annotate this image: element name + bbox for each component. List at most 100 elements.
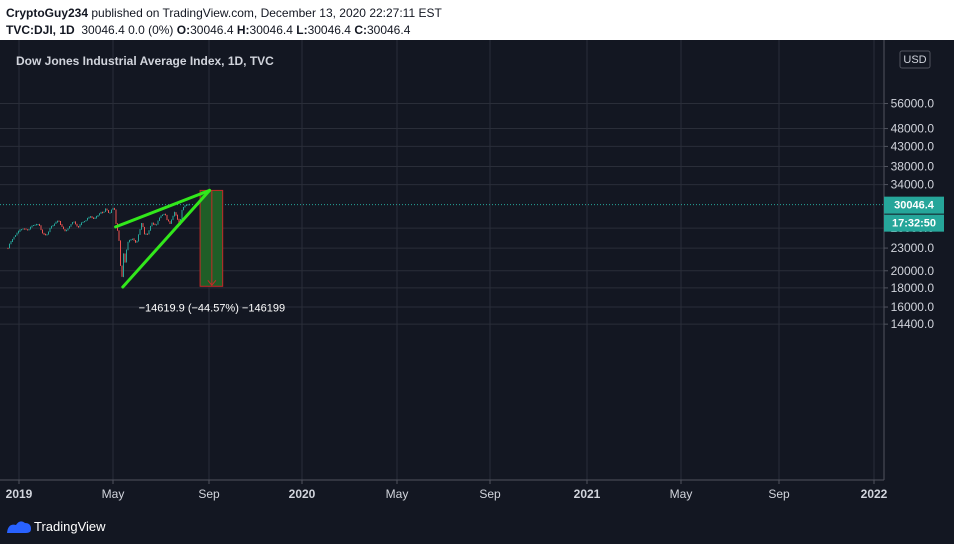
author-name[interactable]: CryptoGuy234 [6,6,89,20]
tradingview-logo-icon[interactable] [6,519,32,535]
candle-body [132,238,133,240]
candle-body [186,204,187,206]
candle-body [27,229,28,231]
candle-body [138,234,139,241]
time-tick-label: 2020 [289,487,316,501]
candle-body [148,230,150,234]
close-value: 30046.4 [366,23,411,37]
candle-body [144,226,145,234]
currency-label: USD [903,54,926,66]
trendline-upper [114,188,212,229]
price-axis[interactable]: 56000.048000.043000.038000.034000.026000… [884,96,934,331]
candle-body [61,224,63,227]
candle-body [136,240,138,243]
candle-body [33,225,34,227]
candle-body [97,215,99,217]
candle-body [183,207,184,211]
countdown-value: 17:32:50 [892,218,936,230]
candle-body [130,239,132,241]
candle-body [103,211,105,213]
candle-body [70,224,72,227]
candle-body [28,229,30,231]
candle-body [36,224,37,226]
publisher-header: CryptoGuy234 published on TradingView.co… [0,0,954,40]
candle-body [76,224,78,227]
time-axis[interactable]: 2019 May Sep 2020 May Sep 2021 May Sep 2022 [6,480,888,501]
candle-body [43,233,45,235]
candle-body [21,229,22,231]
candle-body [115,209,117,224]
chart-area[interactable]: −14619.9 (−44.57%) −146199 Dow Jones Ind… [0,40,954,509]
candle-body [46,234,48,236]
candle-body [99,213,100,216]
price-tick-label: 34000.0 [891,178,935,192]
price-tick-label: 20000.0 [891,264,935,278]
candle-body [31,225,33,228]
time-tick-label: May [670,487,693,501]
candle-body [124,253,126,263]
candle-body [45,234,46,236]
candle-body [174,212,175,216]
candle-body [178,219,180,225]
price-tick-label: 18000.0 [891,281,935,295]
candle-body [96,216,97,219]
candle-body [129,240,130,243]
candle-body [88,217,90,219]
candle-body [58,220,60,222]
candle-body [22,228,24,230]
candle-body [166,215,168,220]
candle-body [109,212,111,214]
time-tick-label: May [386,487,409,501]
high-label: H: [236,23,250,37]
candle-body [54,223,55,226]
candle-body [121,265,123,277]
candle-body [172,215,174,220]
candle-body [30,227,31,230]
candle-body [171,219,172,224]
candle-body [118,230,120,241]
low-label: L: [296,23,308,37]
candle-body [120,240,121,266]
candle-body [114,208,115,210]
candle-body [72,222,73,225]
candle-body [51,225,52,229]
open-value: 30046.4 [190,23,234,37]
brand-name[interactable]: TradingView [34,519,106,534]
candle-body [85,220,87,222]
candle-body [165,213,166,216]
candle-body [154,224,156,226]
candle-body [16,232,18,236]
time-tick-label: May [102,487,125,501]
price-tick-label: 43000.0 [891,139,935,153]
candle-body [84,221,85,223]
price-tick-label: 38000.0 [891,159,935,173]
chart-background [0,40,954,509]
candle-body [66,230,67,232]
candle-body [48,231,49,235]
last-price-tag [884,196,944,214]
open-label: O: [176,23,191,37]
measure-tool[interactable]: −14619.9 (−44.57%) −146199 [139,189,286,314]
candle-body [175,212,177,216]
candle-body [181,210,183,220]
candle-body [94,218,96,220]
trendlines-layer[interactable] [114,188,212,289]
low-value: 30046.4 [307,23,351,37]
ohlc-line: TVC:DJI, 1D 30046.4 0.0 (0%) O:30046.4 H… [6,23,410,37]
candle-body [160,216,162,218]
candle-body [9,243,10,249]
candle-body [187,204,189,206]
candle-body [63,226,64,230]
high-value: 30046.4 [249,23,293,37]
candle-body [69,226,70,229]
candle-body [123,253,124,277]
candle-body [147,233,148,235]
candle-body [81,222,82,225]
measure-arrowhead [207,279,217,287]
candle-body [133,238,135,241]
candle-body [150,226,151,231]
currency-badge[interactable] [899,50,931,69]
candle-body [184,205,186,208]
chart-title: Dow Jones Industrial Average Index, 1D, … [16,54,274,68]
candle-body [156,224,157,226]
